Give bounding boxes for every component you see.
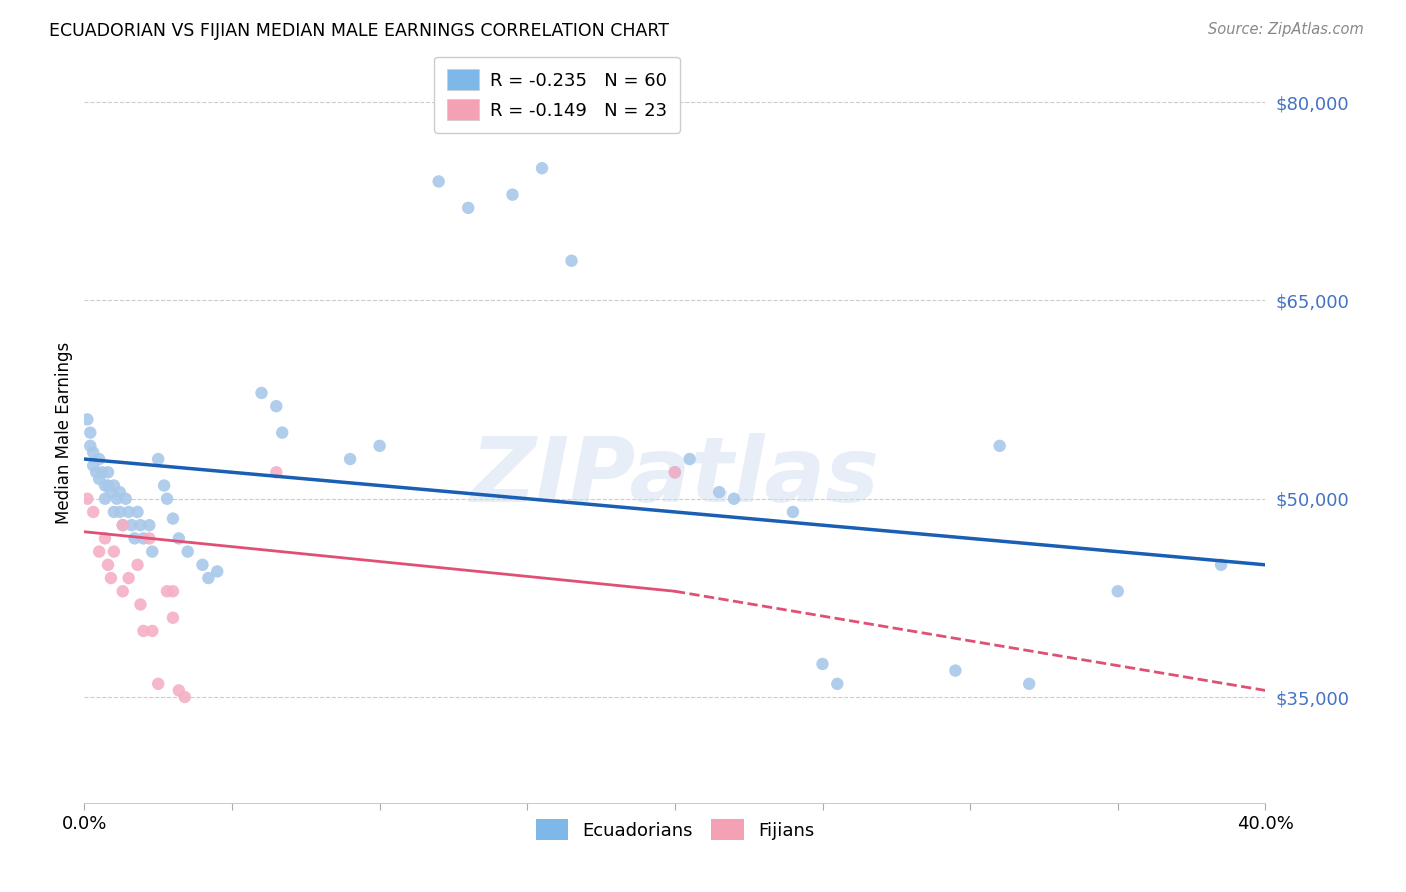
Point (141, 624, 163, 638)
Point (132, 624, 155, 638)
Point (103, 505, 125, 519)
Point (82, 445, 104, 459)
Point (457, 201, 479, 215)
Point (664, 465, 686, 479)
Point (87, 452, 111, 467)
Point (266, 465, 288, 479)
Point (191, 558, 214, 572)
Point (129, 598, 152, 612)
Point (76, 412, 98, 426)
Point (501, 187, 523, 202)
Point (111, 518, 134, 533)
Point (162, 584, 184, 599)
Point (94, 478, 117, 492)
Point (82, 458, 104, 473)
Point (100, 485, 122, 500)
Point (148, 452, 170, 467)
Point (531, 161, 554, 176)
Point (811, 657, 834, 671)
Point (91, 465, 114, 479)
Point (141, 544, 163, 558)
Point (108, 485, 131, 500)
Point (148, 677, 170, 691)
Point (79, 425, 101, 440)
Point (94, 532, 117, 546)
Point (79, 439, 101, 453)
Point (82, 505, 104, 519)
Point (156, 584, 179, 599)
Point (100, 571, 122, 585)
Point (111, 518, 134, 533)
Point (1018, 677, 1040, 691)
Point (105, 491, 128, 506)
Point (97, 478, 120, 492)
Point (427, 174, 450, 188)
Point (162, 511, 184, 525)
Text: Source: ZipAtlas.com: Source: ZipAtlas.com (1208, 22, 1364, 37)
Point (138, 518, 160, 533)
Point (177, 544, 200, 558)
Point (87, 544, 111, 558)
Text: ECUADORIAN VS FIJIAN MEDIAN MALE EARNINGS CORRELATION CHART: ECUADORIAN VS FIJIAN MEDIAN MALE EARNING… (49, 22, 669, 40)
Point (127, 558, 149, 572)
Point (124, 532, 146, 546)
Point (118, 571, 141, 585)
Point (121, 518, 143, 533)
Point (111, 584, 134, 599)
Point (266, 399, 288, 413)
Point (679, 452, 702, 467)
Point (127, 505, 149, 519)
Point (118, 505, 141, 519)
Point (207, 565, 229, 579)
Point (709, 485, 731, 500)
Point (94, 491, 117, 506)
Point (250, 386, 273, 401)
Point (167, 683, 190, 698)
Point (197, 571, 219, 585)
Point (368, 439, 391, 453)
Legend: Ecuadorians, Fijians: Ecuadorians, Fijians (526, 811, 824, 849)
Point (167, 532, 190, 546)
Point (988, 439, 1011, 453)
Point (97, 558, 120, 572)
Point (87, 472, 111, 486)
Point (1107, 584, 1129, 599)
Point (129, 518, 152, 533)
Point (97, 465, 120, 479)
Point (153, 478, 176, 492)
Point (156, 491, 179, 506)
Point (664, 465, 686, 479)
Point (76, 491, 98, 506)
Point (108, 505, 131, 519)
Point (945, 664, 967, 678)
Point (782, 505, 804, 519)
Y-axis label: Median Male Earnings: Median Male Earnings (55, 342, 73, 524)
Point (84, 465, 107, 479)
Point (103, 478, 125, 492)
Point (827, 677, 849, 691)
Point (339, 452, 361, 467)
Point (114, 491, 136, 506)
Point (132, 532, 155, 546)
Point (138, 532, 160, 546)
Point (173, 690, 195, 704)
Point (1211, 558, 1233, 572)
Point (561, 253, 583, 268)
Point (271, 425, 294, 440)
Point (162, 611, 184, 625)
Point (723, 491, 745, 506)
Text: ZIPatlas: ZIPatlas (471, 433, 879, 521)
Point (103, 544, 125, 558)
